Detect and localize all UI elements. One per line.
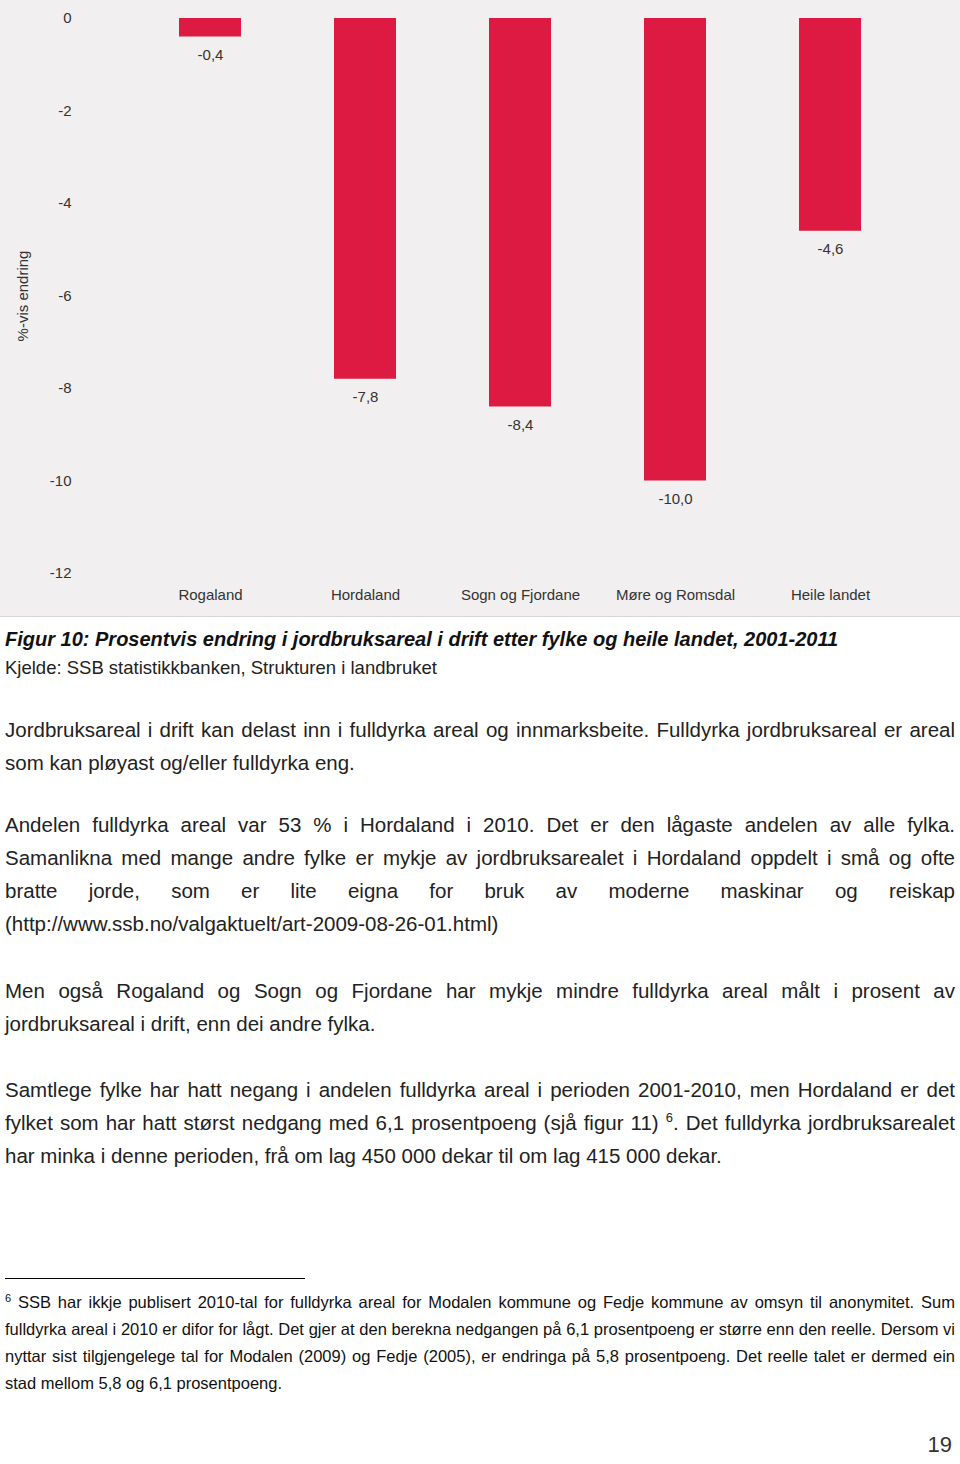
svg-text:-0,4: -0,4 — [198, 46, 224, 63]
svg-text:Hordaland: Hordaland — [331, 586, 400, 603]
svg-text:Heile landet: Heile landet — [791, 586, 871, 603]
svg-text:-4: -4 — [58, 194, 71, 211]
html-text:19: 19 — [927, 1432, 952, 1457]
html-text:Jordbruksareal i drift kan del: Jordbruksareal i drift kan delast inn i … — [5, 718, 955, 774]
svg-text:Rogaland: Rogaland — [178, 586, 242, 603]
html-text:Figur 10: Prosentvis endring i: Figur 10: Prosentvis endring i jordbruks… — [5, 628, 839, 650]
html-text:Samtlege fylke har hatt negang: Samtlege fylke har hatt negang i andelen… — [5, 1078, 955, 1167]
html-text:Kjelde: SSB statistikkbanken,: Kjelde: SSB statistikkbanken, Strukturen… — [5, 657, 437, 678]
svg-text:-6: -6 — [58, 287, 71, 304]
html-text:Men også Rogaland og Sogn og F: Men også Rogaland og Sogn og Fjordane ha… — [5, 979, 955, 1035]
svg-text:-12: -12 — [50, 564, 72, 581]
svg-text:%-vis endring: %-vis endring — [14, 251, 31, 342]
svg-text:-7,8: -7,8 — [353, 388, 379, 405]
svg-text:-8,4: -8,4 — [508, 416, 534, 433]
svg-text:-8: -8 — [58, 379, 71, 396]
svg-text:0: 0 — [63, 9, 71, 26]
svg-text:Møre og Romsdal: Møre og Romsdal — [616, 586, 735, 603]
html-text:6SSB har ikkje publisert 2010-: 6SSB har ikkje publisert 2010-tal for fu… — [5, 1291, 955, 1392]
svg-text:-10: -10 — [50, 472, 72, 489]
html-text:Andelen fulldyrka areal var 53: Andelen fulldyrka areal var 53 % i Horda… — [5, 813, 955, 935]
svg-text:-2: -2 — [58, 102, 71, 119]
svg-text:-4,6: -4,6 — [818, 240, 844, 257]
svg-text:Sogn og Fjordane: Sogn og Fjordane — [461, 586, 580, 603]
svg-text:-10,0: -10,0 — [658, 490, 692, 507]
